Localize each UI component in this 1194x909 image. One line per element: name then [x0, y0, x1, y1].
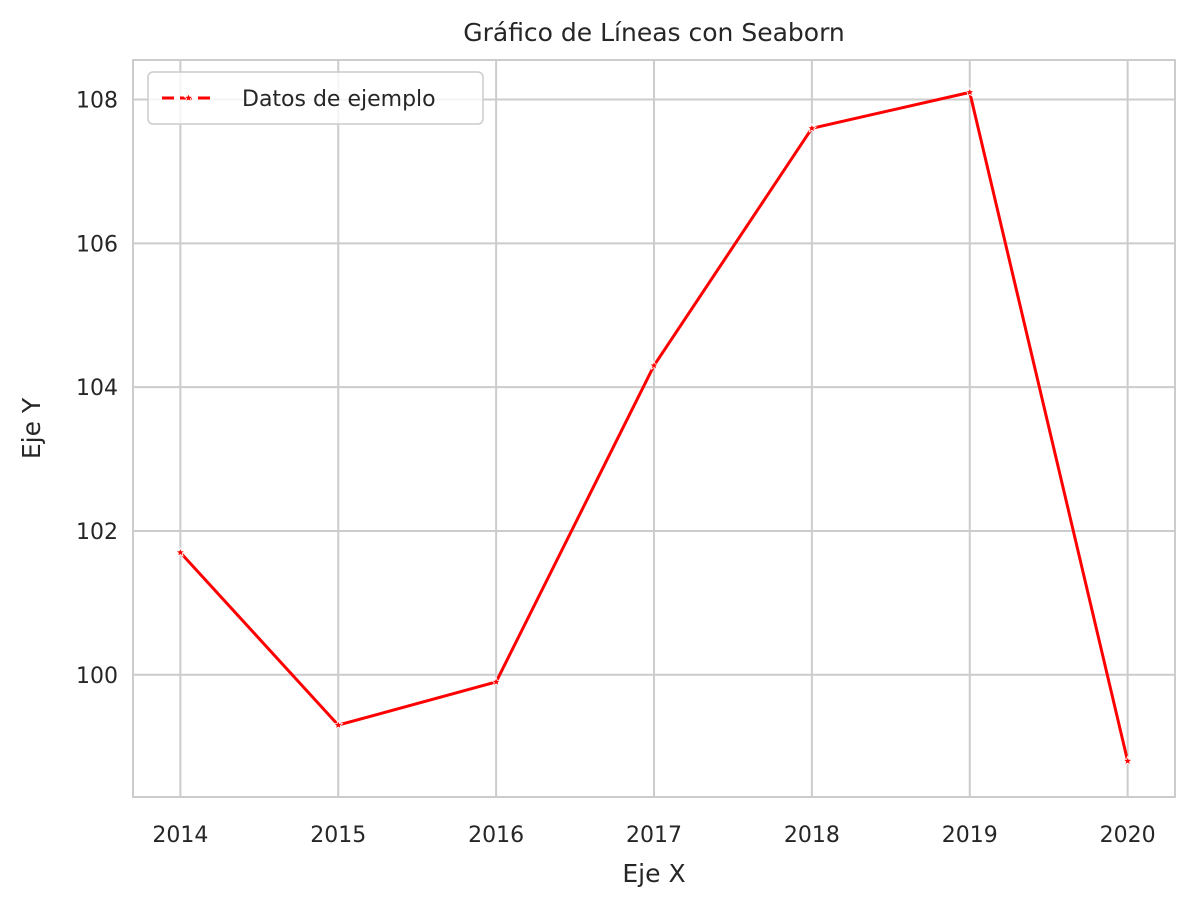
y-tick-label: 108	[76, 89, 118, 114]
data-point-star-marker	[648, 360, 660, 371]
data-point-star-marker	[490, 676, 502, 687]
legend: Datos de ejemplo	[147, 71, 484, 125]
chart-title: Gráfico de Líneas con Seaborn	[463, 18, 845, 47]
legend-label: Datos de ejemplo	[242, 87, 436, 112]
data-point-star-marker	[964, 86, 976, 97]
grid	[133, 60, 1175, 797]
y-axis-label: Eje Y	[17, 397, 46, 459]
y-tick-label: 106	[76, 232, 118, 257]
legend-star-marker	[183, 92, 194, 103]
tick-labels: 2014 2015 2016 2017 2018 2019 2020 100 102 104 106…	[76, 89, 1156, 848]
plot-frame	[132, 59, 1176, 798]
data-point-star-marker	[175, 546, 186, 558]
y-tick-label: 104	[76, 376, 118, 401]
x-tick-label: 2017	[626, 823, 682, 848]
x-tick-label: 2019	[942, 823, 998, 848]
series-layer	[175, 86, 1133, 766]
x-tick-label: 2018	[784, 823, 840, 848]
data-point-star-marker	[806, 122, 818, 133]
x-tick-label: 2016	[468, 823, 524, 848]
y-tick-label: 102	[76, 520, 118, 545]
legend-box	[147, 71, 484, 125]
data-point-star-marker	[332, 719, 344, 730]
x-tick-label: 2015	[310, 823, 366, 848]
x-tick-label: 2014	[152, 823, 208, 848]
x-tick-label: 2020	[1100, 823, 1156, 848]
y-tick-label: 100	[76, 664, 118, 689]
data-point-star-marker	[1122, 755, 1133, 766]
x-axis-label: Eje X	[622, 859, 685, 888]
